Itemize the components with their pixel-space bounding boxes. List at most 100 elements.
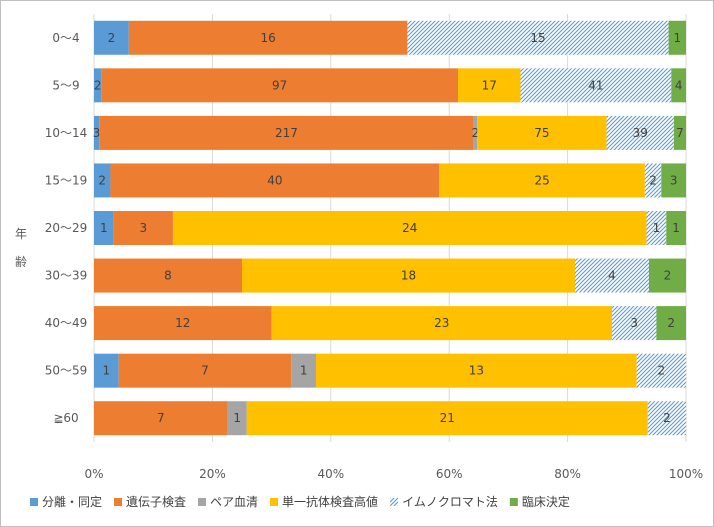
data-label: 1	[103, 364, 111, 378]
y-axis-categories: 0～4 5～9 10～14 15～19 20～29 30～39 40～49 50～59 ≧60	[45, 31, 88, 425]
x-tick-label: 0%	[84, 467, 103, 481]
y-tick-label: ≧60	[53, 411, 78, 425]
bar-segment	[520, 68, 672, 103]
data-label: 2	[94, 78, 102, 92]
data-label: 1	[300, 364, 308, 378]
data-label: 7	[157, 411, 165, 425]
legend-swatch	[30, 498, 38, 506]
bar-segment	[606, 115, 674, 150]
data-label: 4	[608, 269, 616, 283]
bar-segment	[661, 163, 686, 198]
data-label: 24	[402, 221, 417, 235]
x-axis-ticks: 0% 20% 40% 60% 80% 100%	[84, 467, 703, 481]
bar-segment	[94, 353, 119, 388]
bar-segment	[646, 211, 667, 245]
bar-segment	[94, 20, 129, 55]
y-axis-title-char: 年	[15, 227, 27, 241]
bar-segment	[612, 306, 657, 341]
y-tick-label: 40～49	[45, 316, 88, 330]
data-label: 13	[469, 364, 484, 378]
legend-label: 臨床決定	[522, 494, 570, 509]
bar-segment	[271, 306, 612, 341]
data-label: 1	[673, 31, 681, 45]
data-label: 2	[667, 316, 675, 330]
y-tick-label: 5～9	[52, 78, 79, 92]
data-label: 1	[100, 221, 108, 235]
data-label: 97	[272, 78, 287, 92]
bar-segment	[172, 211, 647, 245]
bar-segment	[94, 401, 228, 436]
bar-segment	[458, 68, 521, 103]
data-label: 1	[653, 221, 661, 235]
data-label: 40	[267, 173, 282, 187]
bar-segment	[636, 353, 686, 388]
data-label: 21	[440, 411, 455, 425]
data-label: 75	[534, 126, 549, 140]
data-label: 25	[534, 173, 549, 187]
x-tick-label: 100%	[669, 467, 703, 481]
bar-segment	[644, 163, 662, 198]
legend: 分離・同定 遺伝子検査 ペア血清 単一抗体検査高値 イムノクロマト法 臨床決定	[30, 494, 570, 509]
legend-label: 分離・同定	[42, 494, 102, 509]
x-tick-label: 80%	[554, 467, 581, 481]
y-tick-label: 20～29	[45, 221, 88, 235]
data-label: 12	[175, 316, 190, 330]
legend-label: ペア血清	[210, 495, 258, 509]
data-label: 8	[164, 269, 172, 283]
bar-segment	[647, 401, 686, 436]
bar-segment	[94, 68, 102, 103]
bar-segment	[656, 306, 686, 341]
bar-segment	[242, 258, 575, 293]
legend-swatch	[270, 498, 279, 506]
data-label: 2	[98, 173, 106, 187]
bar-segment	[407, 20, 669, 55]
data-label: 2	[649, 173, 657, 187]
bar-segment	[439, 163, 645, 198]
data-label: 3	[670, 173, 678, 187]
legend-swatch	[198, 498, 207, 506]
bar-segment	[227, 401, 247, 436]
data-label: 7	[676, 126, 684, 140]
data-label: 18	[401, 269, 416, 283]
data-label: 3	[93, 126, 101, 140]
data-label: 2	[663, 411, 671, 425]
bar-segment	[113, 211, 173, 245]
data-label: 2	[658, 364, 666, 378]
data-label: 23	[434, 316, 449, 330]
bars: 2 16 15 12 97 17 41 43 217 2 75 39 72 40 25 2 31 3 24 1 18 18…	[93, 20, 686, 436]
bar-segment	[94, 163, 111, 198]
bar-segment	[291, 353, 316, 388]
x-tick-label: 60%	[436, 467, 463, 481]
legend-swatch	[509, 498, 518, 506]
y-axis-title-char: 齢	[15, 254, 27, 269]
x-tick-label: 40%	[317, 467, 344, 481]
bar-segment	[477, 115, 607, 150]
bar-segment	[673, 115, 686, 150]
y-tick-label: 50～59	[45, 364, 88, 378]
bar-segment	[99, 115, 474, 150]
legend-label: 遺伝子検査	[126, 494, 186, 509]
data-label: 15	[530, 31, 545, 45]
legend-swatch	[390, 498, 399, 506]
legend-label: 単一抗体検査高値	[282, 494, 378, 509]
data-label: 2	[664, 269, 672, 283]
data-label: 3	[630, 316, 638, 330]
data-label: 1	[672, 221, 680, 235]
bar-segment	[316, 353, 637, 388]
data-label: 3	[140, 221, 148, 235]
data-label: 41	[588, 78, 603, 92]
data-label: 2	[472, 126, 480, 140]
bar-segment	[649, 258, 686, 293]
y-tick-label: 10～14	[45, 126, 88, 140]
legend-swatch	[114, 498, 123, 506]
data-label: 17	[482, 78, 497, 92]
bar-segment	[118, 353, 292, 388]
bar-segment	[101, 68, 459, 103]
y-axis-title: 年齢	[15, 227, 27, 269]
data-label: 16	[260, 31, 275, 45]
bar-segment	[575, 258, 649, 293]
bar-segment	[473, 115, 478, 150]
bar-segment	[94, 306, 272, 341]
bar-segment	[128, 20, 408, 55]
